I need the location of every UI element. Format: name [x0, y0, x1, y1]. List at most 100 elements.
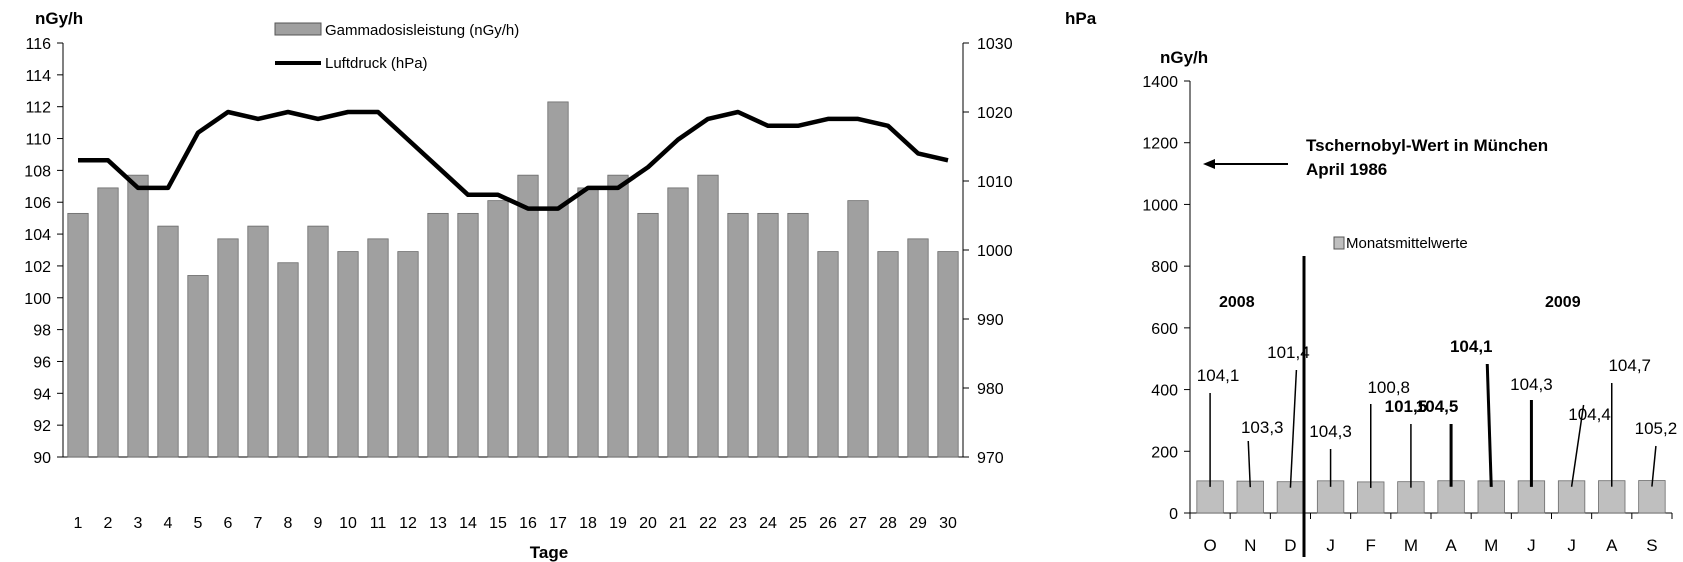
right-y-tick-label: 970	[977, 450, 1004, 467]
x-tick-label: 24	[759, 515, 777, 532]
gamma-bar	[337, 251, 359, 458]
gamma-bar	[787, 212, 809, 458]
right-ticks: 0 200 400 600 800 1000 1200 1400 O N D J F M A M J J A S	[1142, 74, 1673, 555]
gamma-bar	[637, 212, 659, 458]
gamma-bar	[847, 200, 869, 458]
gamma-bar	[877, 251, 899, 458]
x-tick-label: 16	[519, 515, 537, 532]
monthly-x-tick-label: J	[1527, 536, 1536, 555]
x-tick-label: 3	[134, 515, 143, 532]
gamma-bar	[247, 225, 269, 458]
left-y-tick-label: 104	[24, 227, 51, 244]
monthly-x-tick-label: D	[1284, 536, 1296, 555]
data-label: 104,3	[1309, 422, 1352, 441]
x-tick-label: 30	[939, 515, 957, 532]
gamma-bar	[667, 187, 689, 458]
monthly-x-tick-label: J	[1567, 536, 1576, 555]
legend-label-pressure: Luftdruck (hPa)	[325, 55, 428, 72]
left-y-tick-label: 98	[33, 323, 51, 340]
data-label-leader	[1485, 363, 1493, 487]
gamma-bar	[577, 187, 599, 458]
data-label: 105,2	[1635, 419, 1678, 438]
gamma-bar	[217, 238, 239, 458]
data-label-leader	[1247, 440, 1251, 488]
left-ticks: 9092949698100102104106108110112114116970…	[24, 36, 1012, 532]
daily-chart: 9092949698100102104106108110112114116970…	[24, 9, 1096, 562]
x-tick-label: 10	[339, 515, 357, 532]
left-y-tick-label: 108	[24, 163, 51, 180]
x-tick-label: 25	[789, 515, 807, 532]
x-tick-label: 13	[429, 515, 447, 532]
data-label-leader	[1570, 404, 1585, 487]
gamma-bar	[277, 262, 299, 458]
left-y-tick-label: 116	[25, 36, 51, 53]
gamma-bar	[727, 212, 749, 458]
monthly-y-tick-label: 1200	[1142, 136, 1178, 153]
x-tick-label: 28	[879, 515, 897, 532]
data-label: 104,7	[1608, 356, 1651, 375]
x-tick-label: 9	[314, 515, 323, 532]
gamma-bar	[457, 212, 479, 458]
right-y-tick-label: 1010	[977, 174, 1013, 191]
gamma-bar	[427, 212, 449, 458]
x-tick-label: 17	[549, 515, 567, 532]
pressure-line	[78, 109, 949, 211]
x-tick-label: 22	[699, 515, 717, 532]
gamma-bar	[487, 200, 509, 458]
gamma-bar	[157, 225, 179, 458]
monthly-y-tick-label: 600	[1151, 321, 1178, 338]
year-label-2009: 2009	[1545, 294, 1581, 311]
gamma-bar	[97, 187, 119, 458]
annotation-line-1: Tschernobyl-Wert in München	[1306, 136, 1548, 155]
left-bars	[67, 101, 959, 458]
legend-label-gamma: Gammadosisleistung (nGy/h)	[325, 22, 519, 39]
right-y-tick-label: 1020	[977, 105, 1013, 122]
left-y-tick-label: 90	[33, 450, 51, 467]
data-label: 101,4	[1267, 343, 1310, 362]
left-pressure-line	[78, 109, 949, 211]
left-y-tick-label: 110	[25, 132, 51, 149]
right-y-tick-label: 1000	[977, 243, 1013, 260]
x-tick-label: 23	[729, 515, 747, 532]
data-label: 104,4	[1568, 405, 1611, 424]
x-tick-label: 7	[254, 515, 263, 532]
monthly-y-tick-label: 0	[1169, 506, 1178, 523]
monthly-y-tick-label: 200	[1151, 444, 1178, 461]
monthly-y-tick-label: 800	[1151, 259, 1178, 276]
gamma-bar	[937, 251, 959, 458]
monthly-x-tick-label: A	[1445, 536, 1457, 555]
right-bars	[1196, 480, 1666, 514]
left-y-tick-label: 96	[33, 354, 51, 371]
gamma-bar	[367, 238, 389, 458]
gamma-bar	[307, 225, 329, 458]
left-y-tick-label: 94	[33, 386, 51, 403]
monthly-x-tick-label: S	[1646, 536, 1657, 555]
gamma-bar	[607, 174, 629, 458]
data-label: 104,1	[1197, 366, 1240, 385]
data-label-leader	[1651, 445, 1657, 487]
x-tick-label: 20	[639, 515, 657, 532]
monthly-x-tick-label: J	[1326, 536, 1335, 555]
x-tick-label: 26	[819, 515, 837, 532]
monthly-x-tick-label: M	[1484, 536, 1498, 555]
monthly-x-tick-label: N	[1244, 536, 1256, 555]
data-label: 104,1	[1450, 337, 1493, 356]
gamma-bar	[67, 212, 89, 458]
x-axis-title: Tage	[530, 543, 568, 562]
right-y-tick-label: 990	[977, 312, 1004, 329]
monthly-y-tick-label: 1400	[1142, 74, 1178, 91]
right-y-tick-label: 1030	[977, 36, 1013, 53]
monthly-y-tick-label: 1000	[1142, 197, 1178, 214]
gamma-bar	[697, 174, 719, 458]
data-label: 104,3	[1510, 375, 1553, 394]
x-tick-label: 27	[849, 515, 867, 532]
gamma-bar	[817, 251, 839, 458]
monthly-chart: 0 200 400 600 800 1000 1200 1400 O N D J F M A M J J A S nG…	[1142, 48, 1677, 557]
legend-swatch-gamma	[274, 22, 322, 36]
left-legend: Gammadosisleistung (nGy/h) Luftdruck (hP…	[274, 22, 519, 72]
data-label-leader	[1289, 369, 1298, 488]
x-tick-label: 8	[284, 515, 293, 532]
x-tick-label: 29	[909, 515, 927, 532]
gamma-bar	[397, 251, 419, 458]
